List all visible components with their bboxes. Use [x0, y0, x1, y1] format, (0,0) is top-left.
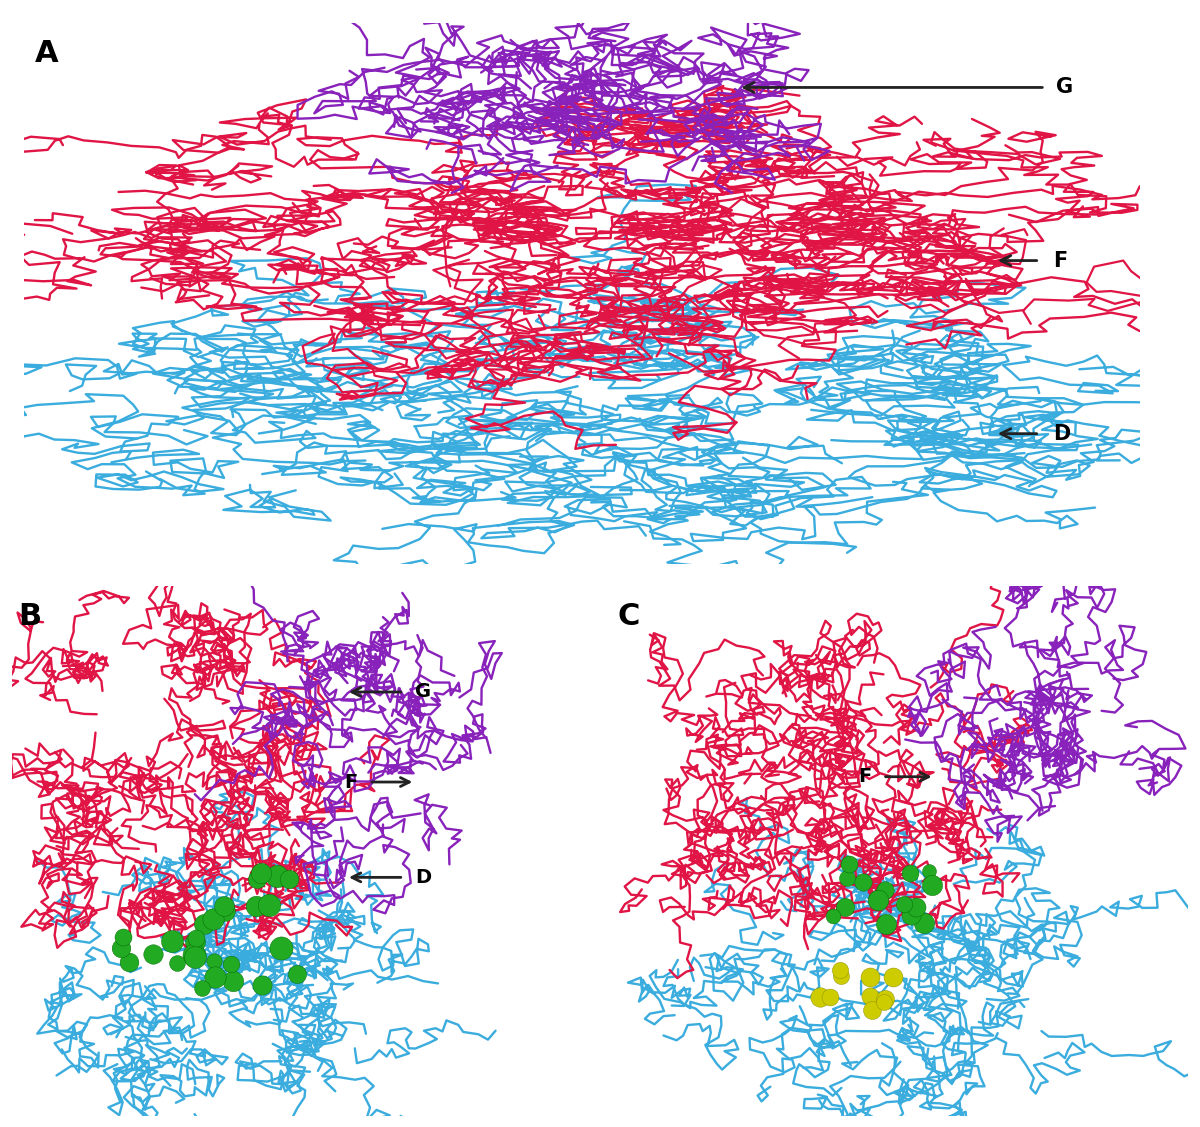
Text: B: B — [18, 602, 41, 631]
Point — [840, 855, 859, 873]
Point — [877, 915, 896, 933]
Point — [246, 897, 265, 915]
Text: A: A — [35, 38, 59, 68]
Point — [271, 939, 290, 957]
Point — [923, 877, 942, 895]
Point — [810, 987, 829, 1005]
Text: F: F — [344, 772, 358, 791]
Point — [247, 870, 266, 888]
Point — [280, 870, 299, 888]
Point — [863, 1001, 882, 1019]
Point — [830, 961, 850, 979]
Point — [168, 955, 187, 973]
Point — [919, 862, 938, 880]
Text: D: D — [415, 868, 431, 887]
Point — [112, 939, 131, 957]
Point — [185, 946, 204, 964]
Point — [162, 932, 181, 950]
Point — [874, 993, 893, 1011]
Text: C: C — [618, 602, 640, 631]
Point — [914, 914, 934, 932]
Point — [215, 897, 234, 915]
Point — [287, 965, 306, 983]
Text: G: G — [1056, 78, 1074, 97]
Point — [216, 903, 235, 921]
Point — [901, 863, 920, 881]
Point — [204, 909, 223, 928]
Point — [838, 869, 857, 887]
Point — [119, 953, 138, 971]
Point — [868, 890, 887, 908]
Point — [113, 928, 132, 946]
Point — [194, 915, 214, 933]
Point — [186, 948, 205, 966]
Point — [875, 881, 894, 899]
Point — [883, 968, 902, 986]
Point — [186, 930, 205, 948]
Point — [144, 944, 163, 962]
Point — [223, 971, 242, 990]
Text: F: F — [858, 767, 871, 787]
Point — [252, 864, 271, 882]
Point — [186, 933, 205, 951]
Point — [853, 873, 872, 891]
Text: F: F — [1052, 250, 1067, 270]
Point — [906, 897, 925, 915]
Point — [268, 867, 287, 885]
Text: G: G — [415, 683, 431, 701]
Point — [821, 988, 840, 1006]
Point — [193, 978, 212, 996]
Point — [860, 968, 880, 986]
Point — [222, 955, 241, 973]
Point — [894, 895, 913, 913]
Point — [259, 896, 278, 914]
Point — [205, 968, 224, 986]
Text: D: D — [1052, 424, 1070, 444]
Point — [860, 987, 880, 1005]
Point — [253, 976, 272, 994]
Point — [876, 990, 895, 1008]
Point — [832, 967, 851, 985]
Point — [901, 906, 920, 924]
Point — [823, 907, 842, 925]
Point — [835, 898, 854, 916]
Point — [204, 952, 223, 970]
